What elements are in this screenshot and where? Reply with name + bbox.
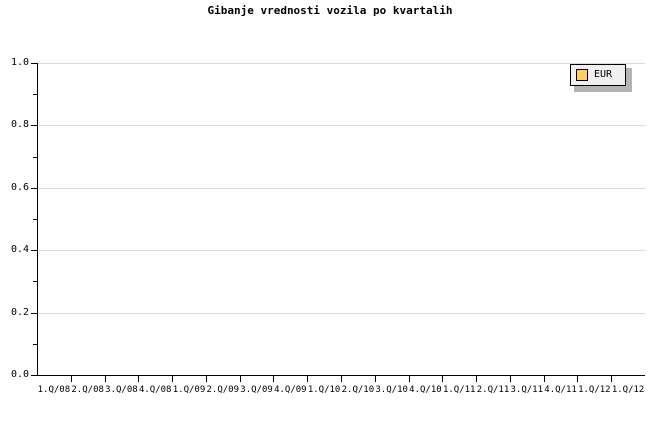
x-axis-tick [409,376,410,382]
x-axis-label: 1.Q/09 [172,385,206,395]
x-axis-tick [172,376,173,382]
x-axis-label: 4.Q/09 [274,385,307,395]
x-axis-label: 3.Q/09 [240,385,273,395]
x-axis-label: 3.Q/11 [510,385,544,395]
y-axis-tick-minor [33,281,38,282]
y-axis-label: 0.6 [10,182,29,193]
x-axis-label: 3.Q/08 [105,385,138,395]
x-axis-tick [577,376,578,382]
y-axis-tick-minor [33,344,38,345]
x-axis-label: 1.Q/12 [611,385,645,395]
y-axis-label: 0.8 [10,119,29,130]
gridline [38,63,645,64]
gridline [38,125,645,126]
chart-legend[interactable]: EUR [570,64,626,86]
x-axis-label: 4.Q/08 [138,385,172,395]
y-axis-tick-major [31,375,38,376]
y-axis-tick-major [31,250,38,251]
chart-title: Gibanje vrednosti vozila po kvartalih [207,4,453,17]
y-axis-tick-major [31,188,38,189]
legend-swatch-icon [576,69,588,81]
x-axis-tick [71,376,72,382]
x-axis-line [37,375,645,376]
x-axis-label: 2.Q/10 [341,385,375,395]
x-axis-tick [240,376,241,382]
x-axis-tick [544,376,545,382]
x-axis-tick [510,376,511,382]
y-axis-label: 0.4 [10,244,29,255]
y-axis-tick-minor [33,94,38,95]
x-axis-tick [206,376,207,382]
x-axis-label: 1.Q/12 [578,385,611,395]
y-axis-tick-major [31,63,38,64]
gridline [38,250,645,251]
y-axis-tick-major [31,313,38,314]
y-axis-tick-minor [33,157,38,158]
y-axis-label: 1.0 [10,57,29,68]
x-axis-tick [105,376,106,382]
x-axis-label: 2.Q/09 [206,385,240,395]
x-axis-tick [476,376,477,382]
x-axis-label: 2.Q/11 [476,385,510,395]
y-axis-label: 0.2 [10,307,29,318]
y-axis-line [37,63,38,376]
x-axis-tick [375,376,376,382]
x-axis-label: 1.Q/10 [307,385,341,395]
x-axis-tick [341,376,342,382]
plot-area [37,63,645,375]
x-axis-label: 4.Q/10 [409,385,442,395]
y-axis-tick-major [31,125,38,126]
x-axis-tick [442,376,443,382]
x-axis-label: 4.Q/11 [544,385,577,395]
x-axis-tick [138,376,139,382]
legend-entry-label: EUR [594,69,613,80]
gridline [38,313,645,314]
x-axis-label: 3.Q/10 [375,385,408,395]
x-axis-tick [273,376,274,382]
y-axis-label: 0.0 [10,369,29,380]
x-axis-label: 2.Q/08 [71,385,104,395]
x-axis-label: 1.Q/08 [37,385,71,395]
x-axis-tick [307,376,308,382]
x-axis-tick [611,376,612,382]
gridline [38,188,645,189]
x-axis-label: 1.Q/11 [442,385,476,395]
y-axis-tick-minor [33,219,38,220]
